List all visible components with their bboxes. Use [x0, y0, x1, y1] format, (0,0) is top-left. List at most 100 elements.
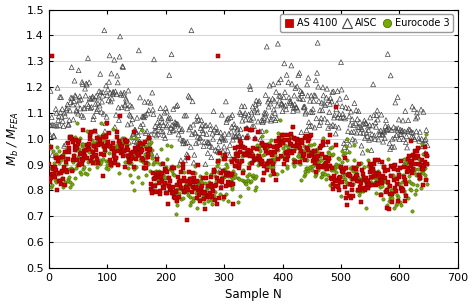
Point — [137, 129, 145, 134]
Point — [56, 95, 64, 99]
Point — [183, 181, 191, 186]
Point — [356, 130, 364, 135]
Point — [211, 198, 219, 203]
Point — [145, 147, 153, 152]
Point — [356, 125, 363, 130]
Point — [328, 153, 336, 157]
Point — [401, 177, 409, 182]
Point — [168, 191, 175, 196]
Point — [233, 133, 240, 138]
Point — [160, 185, 167, 190]
Point — [172, 121, 180, 126]
Point — [296, 162, 303, 167]
Point — [311, 173, 319, 178]
Point — [353, 178, 361, 183]
Point — [157, 129, 165, 134]
Point — [238, 118, 246, 123]
Point — [169, 165, 176, 169]
Point — [176, 183, 183, 188]
Point — [256, 156, 264, 161]
Point — [164, 190, 171, 195]
Point — [191, 164, 199, 169]
Point — [109, 144, 116, 149]
Point — [191, 130, 199, 135]
Point — [262, 142, 269, 147]
Point — [59, 119, 67, 124]
Point — [347, 176, 355, 181]
Point — [346, 173, 354, 177]
Point — [240, 113, 248, 118]
Point — [188, 28, 195, 33]
Point — [379, 180, 386, 185]
Point — [334, 185, 341, 190]
Point — [144, 154, 151, 159]
Point — [405, 127, 412, 132]
Point — [179, 185, 186, 190]
Point — [149, 184, 156, 188]
Point — [345, 106, 352, 111]
Point — [257, 161, 265, 166]
Point — [415, 162, 422, 167]
Point — [285, 149, 293, 154]
Point — [50, 134, 58, 139]
Point — [281, 162, 288, 167]
Point — [324, 172, 332, 177]
Point — [420, 142, 428, 147]
Point — [196, 173, 203, 178]
Point — [278, 153, 285, 158]
Point — [121, 138, 128, 142]
Point — [338, 160, 346, 165]
Point — [55, 159, 62, 164]
Point — [382, 179, 389, 184]
Point — [324, 150, 331, 154]
Point — [394, 195, 402, 200]
Point — [214, 54, 221, 59]
Point — [63, 149, 71, 154]
Point — [84, 160, 92, 165]
Point — [274, 147, 282, 152]
Point — [140, 158, 147, 163]
Point — [374, 108, 381, 113]
Point — [282, 138, 289, 142]
Point — [113, 73, 121, 78]
Point — [80, 149, 88, 154]
Point — [244, 186, 252, 191]
Point — [404, 156, 411, 161]
Point — [355, 177, 362, 182]
Point — [277, 77, 284, 82]
Point — [91, 161, 99, 165]
Point — [237, 158, 245, 163]
Point — [52, 180, 60, 185]
Point — [248, 110, 255, 115]
Point — [238, 177, 246, 182]
Point — [127, 160, 135, 165]
Point — [234, 147, 242, 152]
Point — [344, 157, 351, 162]
Point — [58, 169, 65, 173]
Point — [349, 169, 357, 174]
Point — [257, 142, 265, 147]
Point — [263, 44, 271, 49]
Point — [171, 188, 178, 193]
Point — [203, 185, 211, 190]
Point — [159, 161, 166, 166]
Point — [74, 111, 82, 116]
Point — [183, 185, 191, 189]
Point — [329, 152, 337, 157]
Point — [138, 181, 146, 186]
Point — [319, 136, 327, 141]
Point — [331, 124, 339, 129]
Point — [276, 143, 283, 148]
Point — [110, 150, 118, 155]
Point — [360, 121, 368, 126]
Point — [305, 120, 313, 125]
Point — [79, 158, 87, 163]
Point — [48, 174, 55, 179]
Point — [87, 106, 94, 111]
Point — [203, 186, 210, 191]
Point — [419, 143, 427, 148]
Point — [80, 127, 87, 132]
Point — [222, 161, 230, 166]
Point — [125, 166, 132, 171]
Point — [365, 128, 372, 133]
